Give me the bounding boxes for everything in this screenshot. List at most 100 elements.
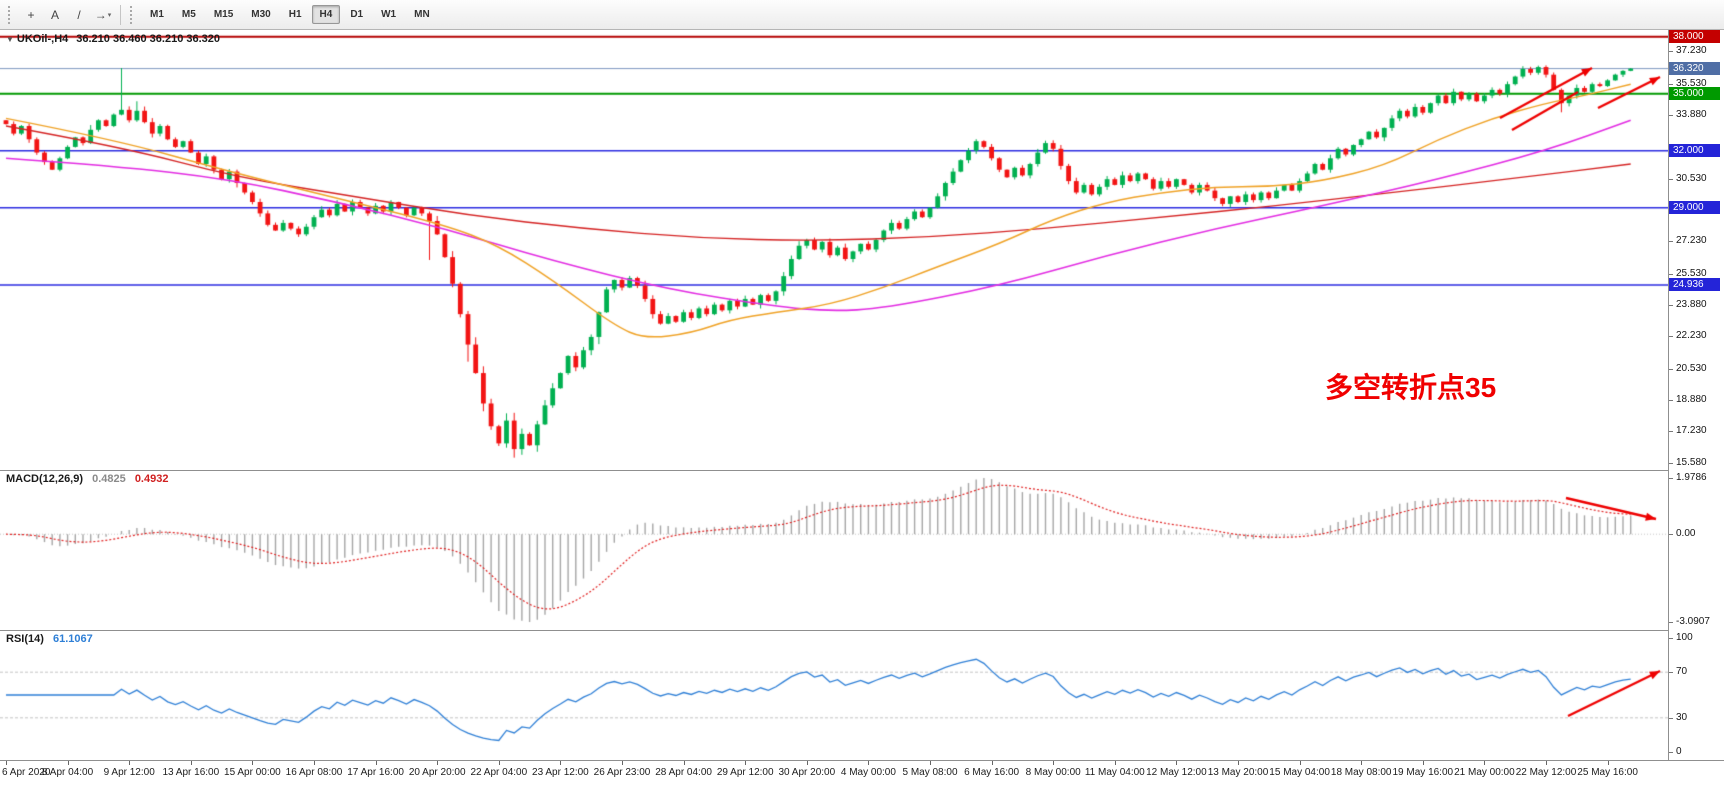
macd-tickmark [1669, 534, 1673, 536]
time-tick [314, 761, 315, 765]
symbol-dropdown-icon[interactable]: ▼ [6, 35, 14, 44]
time-tick [190, 761, 192, 765]
timeframe-button-m15[interactable]: M15 [213, 9, 234, 20]
rsi-value: 61.1067 [52, 633, 93, 645]
rsi-name: RSI(14) [6, 633, 44, 645]
timeframe-button-h4[interactable]: H4 [311, 5, 341, 24]
toolbar-grip-2[interactable] [130, 5, 137, 24]
time-axis-label: 13 May 20:00 [1207, 767, 1269, 778]
time-axis-label: 30 Apr 20:00 [778, 767, 836, 778]
macd-main-value: 0.4825 [92, 473, 126, 485]
timeframe-button-m30[interactable]: M30 [251, 9, 271, 20]
time-tick [67, 761, 69, 765]
toolbar-separator [120, 4, 121, 25]
time-tick [1176, 761, 1178, 765]
price-tickmark [1669, 305, 1673, 307]
time-axis-label: 15 Apr 00:00 [224, 767, 281, 778]
time-axis-border [0, 760, 1724, 761]
price-tickmark [1669, 114, 1673, 116]
time-axis-label: 22 May 12:00 [1515, 767, 1577, 778]
time-axis-label: 23 Apr 12:00 [532, 767, 589, 778]
time-axis-label: 25 May 16:00 [1577, 767, 1638, 778]
price-level-box: 32.000 [1669, 143, 1720, 157]
chart-annotation-text[interactable]: 多空转折点35 [1325, 372, 1497, 403]
crosshair-tool-button[interactable]: + [27, 7, 35, 22]
price-tickmark [1669, 241, 1673, 243]
panel-resizer-macd[interactable] [0, 470, 1724, 471]
symbol-timeframe-text: UKOil-,H4 [16, 33, 69, 45]
macd-panel-canvas[interactable] [0, 470, 1668, 630]
time-axis-label: 22 Apr 04:00 [470, 767, 528, 778]
time-axis-label: 9 Apr 12:00 [103, 767, 155, 778]
arrows-tool-button[interactable]: → ▾ [94, 7, 112, 22]
price-tickmark [1669, 336, 1673, 338]
timeframe-button-m5[interactable]: M5 [181, 9, 196, 20]
time-tick [1299, 761, 1301, 765]
time-tick [1607, 761, 1609, 765]
price-scale[interactable]: 37.230 35.530 33.880 30.530 27.230 25.530 23.8… [1669, 29, 1724, 760]
time-tick [1422, 761, 1424, 765]
main-chart-canvas[interactable] [0, 30, 1668, 470]
time-tick [1546, 761, 1547, 765]
time-axis-label: 28 Apr 04:00 [655, 767, 712, 778]
time-axis[interactable]: 6 Apr 2020 8 Apr 04:00 9 Apr 12:00 13 Apr 1… [0, 761, 1724, 787]
panel-resizer-rsi[interactable] [0, 630, 1724, 631]
price-tick-label: 15.580 [1676, 456, 1707, 468]
price-tick-label: 30.530 [1676, 172, 1707, 184]
ohlc-readout: 36.210 36.460 36.210 36.320 [76, 33, 221, 45]
rsi-label: RSI(14) 61.1067 [6, 633, 93, 645]
time-tick [498, 761, 500, 765]
price-tick-label: 23.880 [1676, 299, 1707, 311]
price-tick-label: 27.230 [1676, 235, 1707, 247]
time-tick [375, 761, 377, 765]
price-tickmark [1669, 178, 1673, 180]
timeframe-button-mn[interactable]: MN [414, 9, 430, 20]
price-tick-label: 18.880 [1676, 394, 1707, 406]
symbol-ohlc-label: ▼ UKOil-,H4 36.210 36.460 36.210 36.320 [6, 33, 220, 45]
time-axis-label: 17 Apr 16:00 [347, 767, 404, 778]
timeframe-button-m1[interactable]: M1 [150, 9, 164, 20]
toolbar-grip[interactable] [8, 5, 15, 24]
rsi-tickmark [1669, 752, 1673, 753]
text-tool-button[interactable]: A [50, 7, 59, 22]
price-scale-border [1668, 30, 1669, 760]
price-level-box: 29.000 [1669, 200, 1720, 214]
price-level-box: 24.936 [1669, 277, 1720, 291]
price-level-box: 35.000 [1669, 86, 1720, 100]
time-tick [622, 761, 623, 765]
macd-scale-label: 1.9786 [1676, 472, 1707, 483]
rsi-scale-label: 30 [1676, 711, 1688, 723]
toolbar: + A / → ▾ M1 M5 M15 M30 H1 H4 D1 W1 MN [0, 0, 1724, 30]
dropdown-arrow-icon: ▾ [107, 11, 112, 19]
price-tickmark [1669, 273, 1673, 275]
timeframes-toolbar: M1 M5 M15 M30 H1 H4 D1 W1 MN [141, 5, 439, 24]
price-tickmark [1669, 83, 1673, 85]
price-tick-label: 17.230 [1676, 425, 1707, 437]
macd-scale-label: 0.00 [1676, 528, 1696, 540]
price-tick-label: 22.230 [1676, 330, 1707, 342]
price-level-box: 38.000 [1669, 29, 1720, 43]
time-tick [437, 761, 439, 765]
rsi-tickmark [1669, 717, 1673, 719]
price-tickmark [1669, 462, 1673, 464]
rsi-panel-canvas[interactable] [0, 630, 1668, 760]
price-tickmark [1669, 368, 1673, 370]
timeframe-button-d1[interactable]: D1 [350, 9, 364, 20]
time-axis-label: 8 May 00:00 [1025, 767, 1081, 778]
time-axis-label: 15 May 04:00 [1269, 767, 1330, 778]
macd-tickmark [1669, 478, 1673, 479]
timeframe-button-h1[interactable]: H1 [288, 9, 302, 20]
price-tickmark [1669, 431, 1673, 433]
trendline-tool-button[interactable]: / [77, 7, 81, 22]
time-axis-label: 6 May 16:00 [964, 767, 1020, 778]
time-tick [1114, 761, 1116, 765]
price-tick-label: 37.230 [1676, 45, 1707, 57]
time-tick [1053, 761, 1055, 765]
price-tick-label: 25.530 [1676, 267, 1707, 279]
macd-name: MACD(12,26,9) [6, 473, 84, 485]
timeframe-button-w1[interactable]: W1 [381, 9, 397, 20]
time-tick [560, 761, 562, 765]
rsi-scale-label: 0 [1676, 746, 1682, 757]
macd-signal-value: 0.4932 [134, 473, 169, 485]
